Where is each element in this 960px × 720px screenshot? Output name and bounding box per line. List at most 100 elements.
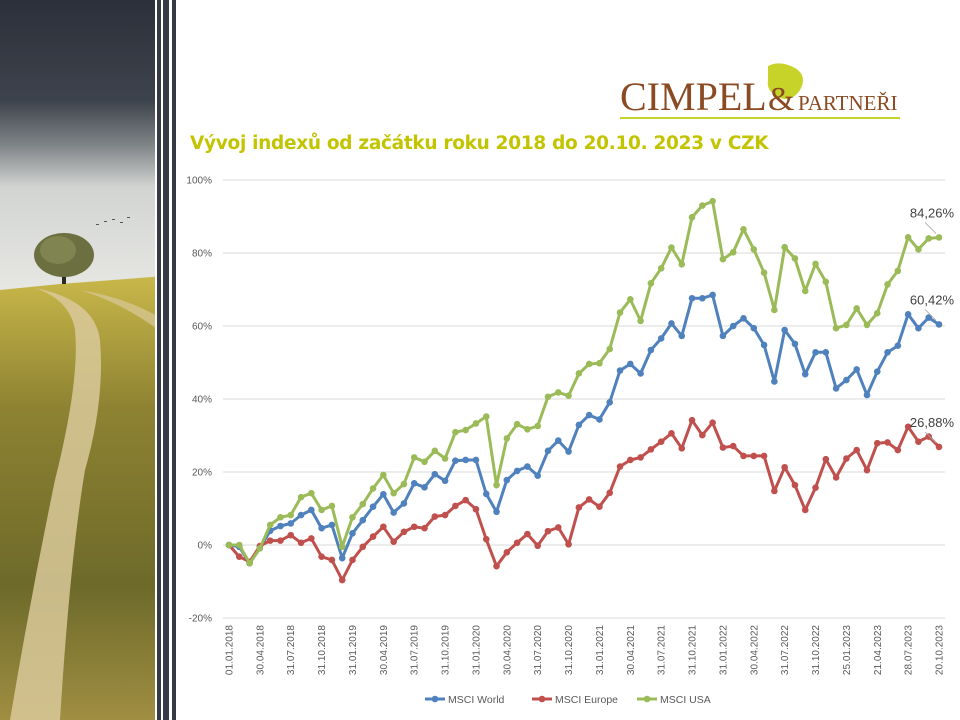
data-point [925,235,933,242]
data-point [452,457,459,464]
data-point [308,506,315,514]
data-point [380,490,387,498]
logo-text-sub: PARTNEŘI [798,91,897,115]
data-point [873,309,881,317]
x-tick-label: 30.04.2022 [749,625,760,675]
data-point [832,324,840,332]
data-point [524,530,531,538]
x-tick-label: 31.07.2018 [286,625,297,675]
data-point [575,504,583,511]
x-tick-label: 20.10.2023 [935,625,946,675]
data-point [699,431,706,439]
data-point [781,243,788,251]
data-point [925,314,933,321]
data-point [812,260,819,268]
landscape-photo-strip [0,0,178,720]
data-point [338,554,346,562]
data-point [544,447,552,455]
data-point [277,537,284,544]
data-point [863,391,871,399]
data-point [585,496,593,503]
company-logo: CIMPEL & PARTNEŘI [620,63,900,119]
data-point [369,533,377,540]
data-point [338,543,346,551]
data-point [308,489,315,497]
data-point [657,335,665,342]
data-point [688,294,696,302]
data-point [616,309,624,316]
data-point [760,341,768,349]
data-point [524,425,531,433]
data-point [812,484,819,491]
data-point [349,556,356,564]
data-point [308,535,315,542]
data-point [390,538,397,546]
y-tick-label: 0% [198,541,213,552]
data-point [503,549,511,556]
data-point [894,267,902,275]
data-point [853,446,860,454]
data-point [822,348,830,356]
data-point [277,513,284,521]
data-point [750,324,758,332]
data-point [760,452,768,460]
data-point [400,480,408,488]
x-tick-label: 30.04.2018 [255,625,266,675]
data-point [256,542,264,550]
data-point [801,370,809,378]
data-point [493,508,500,516]
chart-title: Vývoj indexů od začátku roku 2018 do 20.… [190,133,769,154]
data-point [596,503,603,510]
data-point [565,392,572,400]
data-point [699,294,706,302]
data-point [627,456,634,464]
data-label-end-value: 84,26% [910,205,955,220]
data-point [431,470,439,478]
data-point [246,559,253,567]
data-point [740,452,747,460]
data-point [534,422,541,430]
data-point [637,454,644,461]
x-tick-label: 25.01.2023 [842,625,853,675]
data-point [235,543,243,551]
data-point [225,541,233,549]
data-point [812,348,819,356]
data-point [822,455,830,463]
data-point [915,324,922,332]
x-tick-label: 31.07.2019 [410,625,421,675]
data-point [873,368,881,375]
y-tick-label: 80% [192,249,212,260]
data-point [596,359,603,367]
legend-label: MSCI Europe [555,694,618,706]
data-point [822,278,830,286]
legend-item: MSCI World [425,694,505,706]
data-point [657,265,665,272]
data-point [493,481,500,489]
data-point [843,321,850,329]
data-point [884,348,891,356]
series-msci-world [225,291,943,567]
data-point [256,544,264,552]
data-point [606,489,614,497]
data-point [915,246,922,253]
legend-item: MSCI Europe [532,694,618,706]
data-point [513,539,521,547]
data-point [287,520,295,527]
data-label-end-value: 60,42% [910,292,955,307]
data-point [472,505,480,513]
data-point [462,496,469,504]
x-tick-label: 31.10.2020 [564,625,575,675]
logo-ampersand: & [768,81,794,118]
y-tick-label: 20% [192,468,212,479]
data-point [431,447,439,455]
data-point [297,511,305,519]
x-tick-label: 31.10.2018 [317,625,328,675]
data-point [863,466,871,474]
data-point [585,360,593,368]
data-point [699,202,706,209]
data-point [503,435,511,442]
data-point [359,516,367,524]
data-point [678,332,686,340]
y-tick-label: 100% [186,176,212,187]
data-point [441,455,449,462]
